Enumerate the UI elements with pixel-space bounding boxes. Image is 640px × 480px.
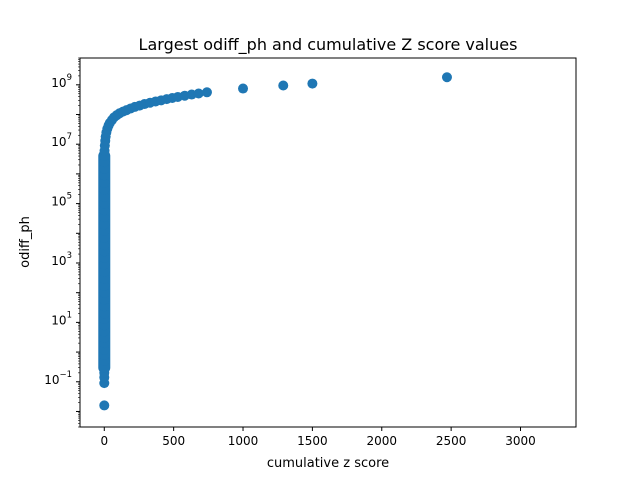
scatter-point xyxy=(99,400,110,411)
scatter-point xyxy=(99,266,110,277)
chart-title: Largest odiff_ph and cumulative Z score … xyxy=(139,35,518,55)
x-tick-label: 2000 xyxy=(366,434,397,448)
x-tick-label: 1000 xyxy=(228,434,259,448)
scatter-point xyxy=(238,83,249,94)
scatter-point xyxy=(99,287,110,298)
x-axis-ticks: 0 500 1000 1500 2000 2500 3000 xyxy=(100,427,536,448)
scatter-point xyxy=(307,78,318,89)
scatter-point xyxy=(441,72,452,83)
scatter-point xyxy=(99,191,110,202)
y-tick-label: 109 xyxy=(51,73,72,90)
y-tick-label: 105 xyxy=(51,192,72,209)
scatter-point xyxy=(278,80,289,91)
scatter-point xyxy=(99,198,110,209)
scatter-point xyxy=(99,240,110,251)
x-tick-label: 3000 xyxy=(505,434,536,448)
scatter-point xyxy=(201,87,212,98)
y-tick-label: 107 xyxy=(51,132,72,149)
scatter-point xyxy=(193,88,204,99)
x-tick-label: 0 xyxy=(100,434,108,448)
x-tick-label: 2500 xyxy=(436,434,467,448)
scatter-point xyxy=(99,219,110,230)
y-tick-label: 101 xyxy=(51,310,72,327)
scatter-point xyxy=(99,232,110,243)
y-tick-label: 103 xyxy=(51,251,72,268)
scatter-point xyxy=(99,177,110,188)
scatter-point xyxy=(99,280,110,291)
x-tick-label: 500 xyxy=(162,434,185,448)
scatter-point xyxy=(99,308,110,319)
points-layer xyxy=(98,72,452,411)
x-tick-label: 1500 xyxy=(297,434,328,448)
x-axis-label: cumulative z score xyxy=(267,456,389,471)
scatter-point xyxy=(99,212,110,223)
y-axis-label: odiff_ph xyxy=(18,216,33,268)
scatter-point xyxy=(99,301,110,312)
y-tick-label: 10−1 xyxy=(44,370,72,387)
y-axis-ticks: 10−1 101 103 105 107 109 xyxy=(44,57,80,428)
